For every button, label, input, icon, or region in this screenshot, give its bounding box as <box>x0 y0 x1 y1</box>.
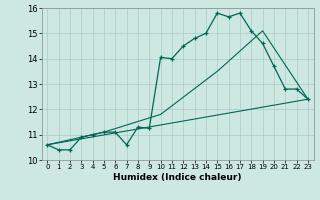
X-axis label: Humidex (Indice chaleur): Humidex (Indice chaleur) <box>113 173 242 182</box>
